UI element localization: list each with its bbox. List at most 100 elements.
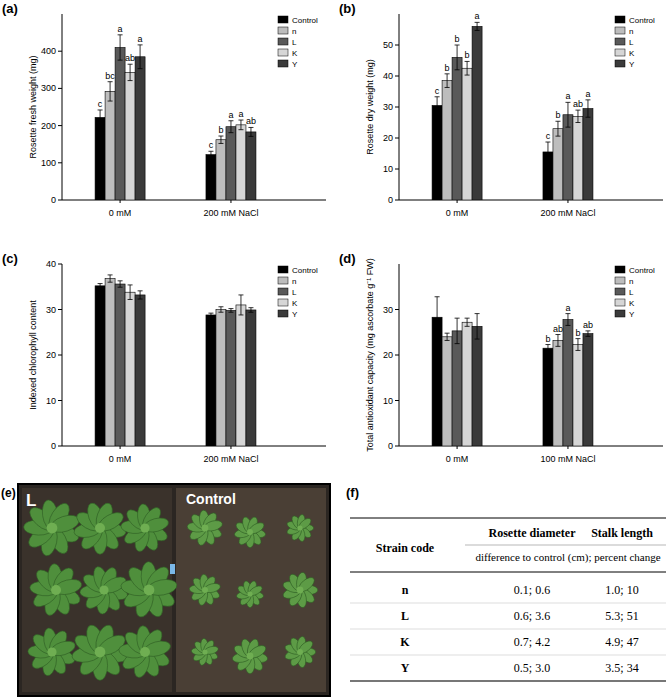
- leaf: [95, 523, 105, 533]
- figure: (a)Rosette fresh weight (mg)010020030040…: [0, 0, 669, 699]
- rosette: [191, 638, 219, 666]
- y-tick: [395, 45, 399, 46]
- error-bar: [108, 275, 113, 282]
- x-tick-label: 0 mM: [446, 454, 469, 464]
- y-tick: [395, 169, 399, 170]
- legend-label: Y: [292, 60, 298, 69]
- photo-frame: [18, 484, 330, 696]
- rosette: [282, 572, 318, 609]
- error-bar: [248, 127, 253, 136]
- legend-swatch: [615, 299, 625, 306]
- y-tick-label: 10: [383, 396, 393, 406]
- legend-swatch: [615, 16, 625, 23]
- table-cell: L: [401, 609, 409, 623]
- table-cell: 0.6; 3.6: [514, 609, 550, 623]
- bar: [95, 117, 105, 200]
- bar: [583, 334, 593, 446]
- table-rule: [350, 681, 666, 682]
- panel-3: (d)Total antioxidant capacity (mg ascorb…: [339, 251, 663, 464]
- legend-swatch: [278, 38, 288, 45]
- photo-label: L: [26, 491, 36, 510]
- panel-label: (e): [1, 486, 16, 500]
- significance-letter: b: [445, 63, 450, 73]
- table-rule: [350, 655, 666, 656]
- table-rule: [350, 629, 666, 630]
- error-bar: [98, 110, 103, 125]
- legend-swatch: [278, 16, 288, 23]
- error-bar: [218, 307, 223, 312]
- bar: [543, 348, 553, 446]
- error-bar: [128, 285, 133, 300]
- bar: [472, 26, 482, 200]
- significance-letter: ab: [125, 53, 135, 63]
- leaf: [247, 591, 252, 596]
- legend-label: K: [629, 299, 635, 308]
- leaf: [202, 525, 209, 532]
- error-bar: [575, 110, 580, 122]
- error-bar: [128, 64, 133, 80]
- legend-swatch: [615, 288, 625, 295]
- legend-label: Control: [292, 266, 318, 275]
- bar: [553, 340, 563, 446]
- y-tick: [395, 107, 399, 108]
- leaf: [51, 585, 61, 595]
- error-bar: [228, 309, 233, 313]
- rosette: [29, 563, 83, 617]
- leaf: [140, 647, 150, 657]
- rosette: [187, 510, 224, 547]
- significance-letter: a: [238, 109, 243, 119]
- rosette: [28, 627, 77, 677]
- significance-letter: bc: [105, 71, 115, 81]
- bar: [563, 320, 573, 446]
- leaf: [297, 639, 315, 656]
- y-tick: [395, 76, 399, 77]
- photo-label: Control: [186, 491, 236, 507]
- legend-label: Y: [629, 60, 635, 69]
- table-cell: K: [400, 635, 410, 649]
- table: (f)Strain codeRosette diameterStalk leng…: [346, 485, 666, 681]
- rosette: [120, 503, 170, 553]
- legend-swatch: [278, 60, 288, 67]
- panel-1: (b)Rosette dry weight (mg)010203040500 m…: [339, 1, 663, 218]
- significance-letter: b: [218, 125, 223, 135]
- y-tick-label: 10: [383, 164, 393, 174]
- rosette: [189, 574, 221, 606]
- significance-letter: ab: [553, 324, 563, 334]
- error-bar: [108, 82, 113, 101]
- legend-swatch: [278, 27, 288, 34]
- y-tick-label: 30: [46, 305, 56, 315]
- table-cell: 4.9; 47: [605, 635, 638, 649]
- significance-letter: b: [465, 50, 470, 60]
- bar: [432, 105, 442, 200]
- rosette: [79, 565, 129, 615]
- bar: [95, 286, 105, 446]
- bar: [246, 310, 256, 446]
- table-cell: 5.3; 51: [605, 609, 638, 623]
- bar: [226, 310, 236, 446]
- legend-swatch: [615, 27, 625, 34]
- error-bar: [138, 45, 143, 69]
- table-header: Rosette diameter: [489, 526, 577, 540]
- y-tick-label: 100: [41, 158, 56, 168]
- error-bar: [238, 120, 243, 130]
- error-bar: [118, 35, 123, 60]
- legend-label: K: [292, 299, 298, 308]
- bar: [105, 91, 115, 200]
- bar: [115, 47, 125, 200]
- leaf: [296, 575, 316, 594]
- table-cell: n: [402, 583, 409, 597]
- legend-label: L: [292, 288, 297, 297]
- significance-letter: a: [228, 110, 233, 120]
- error-bar: [238, 295, 243, 315]
- panel-label: (f): [346, 485, 359, 500]
- panel-label: (a): [2, 1, 18, 16]
- error-bar: [575, 339, 580, 351]
- table-header: Stalk length: [591, 526, 653, 540]
- legend-label: K: [292, 49, 298, 58]
- leaf: [297, 525, 302, 530]
- significance-letter: b: [575, 328, 580, 338]
- x-tick: [567, 200, 568, 203]
- significance-letter: ab: [246, 116, 256, 126]
- bar: [115, 284, 125, 446]
- error-bar: [208, 313, 213, 317]
